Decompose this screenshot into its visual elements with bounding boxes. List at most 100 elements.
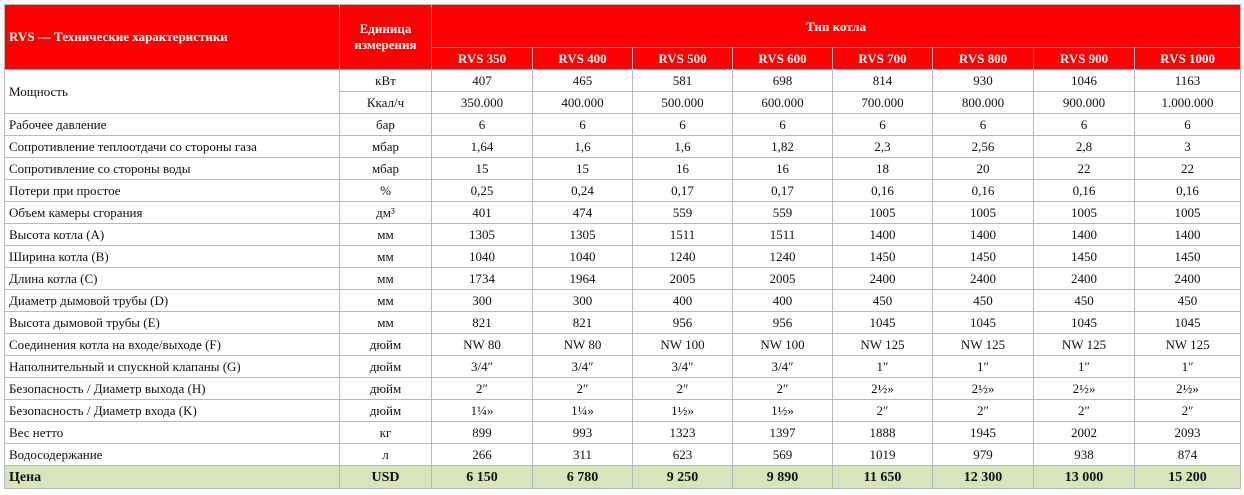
table-title: RVS — Технические характеристики bbox=[4, 4, 340, 70]
value-cell: 6 bbox=[532, 113, 633, 136]
price-cell: 9 250 bbox=[632, 465, 733, 489]
table-row: Вес нетто кг 899 993 1323 1397 1888 1945 2002 209… bbox=[4, 421, 1242, 444]
table-row: Высота дымовой трубы (E) мм 821 821 956 956 10… bbox=[4, 311, 1242, 334]
value-cell: 0,16 bbox=[832, 179, 933, 202]
table-row: Потери при простое% 0,25 0,24 0,17 0,17 0,16 0… bbox=[4, 179, 1242, 202]
value-cell: 1,6 bbox=[632, 135, 733, 158]
value-cell: 1040 bbox=[431, 245, 533, 268]
value-cell: 2,8 bbox=[1033, 135, 1135, 158]
value-cell: 993 bbox=[532, 421, 633, 444]
value-cell: 400 bbox=[732, 289, 833, 312]
value-cell: 899 bbox=[431, 421, 533, 444]
model-header: RVS 400 bbox=[532, 47, 633, 70]
value-cell: 400 bbox=[632, 289, 733, 312]
param-label: Рабочее давление bbox=[4, 113, 340, 136]
param-label: Ширина котла (B) bbox=[4, 245, 340, 268]
spec-table: RVS — Технические характеристики Единица… bbox=[4, 4, 1242, 489]
unit-cell: бар bbox=[339, 113, 432, 136]
value-cell: 956 bbox=[632, 311, 733, 334]
model-header: RVS 1000 bbox=[1133, 47, 1242, 70]
unit-cell: мм bbox=[339, 289, 432, 312]
param-label: Безопасность / Диаметр выхода (H) bbox=[4, 377, 340, 400]
model-header-row: RVS 350 RVS 400 RVS 500 RVS 600 RVS 700 … bbox=[5, 47, 1242, 70]
unit-cell: дм³ bbox=[339, 201, 432, 224]
value-cell: 821 bbox=[532, 311, 633, 334]
value-cell: 2½» bbox=[1033, 377, 1135, 400]
value-cell: 311 bbox=[532, 443, 633, 466]
value-cell: 2½» bbox=[1133, 377, 1242, 400]
value-cell: 6 bbox=[732, 113, 833, 136]
value-cell: 1964 bbox=[532, 267, 633, 290]
value-cell: 1511 bbox=[732, 223, 833, 246]
unit-cell: мм bbox=[339, 267, 432, 290]
param-label: Мощность bbox=[4, 69, 340, 114]
value-cell: 569 bbox=[732, 443, 833, 466]
value-cell: 3/4″ bbox=[632, 355, 733, 378]
table-row: Длина котла (C) мм 1734 1964 2005 2005 2400 240… bbox=[4, 267, 1242, 290]
value-cell: 1005 bbox=[1033, 201, 1135, 224]
value-cell: 1″ bbox=[1133, 355, 1242, 378]
table-row: Ширина котла (B) мм 1040 1040 1240 1240 1450 14… bbox=[4, 245, 1242, 268]
value-cell: 2400 bbox=[1133, 267, 1242, 290]
value-cell: 1450 bbox=[1133, 245, 1242, 268]
unit-cell: кВт bbox=[339, 69, 432, 92]
value-cell: 1400 bbox=[1133, 223, 1242, 246]
value-cell: 450 bbox=[832, 289, 933, 312]
value-cell: 1005 bbox=[832, 201, 933, 224]
value-cell: 1400 bbox=[932, 223, 1034, 246]
value-cell: 2,3 bbox=[832, 135, 933, 158]
model-header: RVS 700 bbox=[832, 47, 933, 70]
value-cell: 400.000 bbox=[532, 91, 633, 114]
value-cell: 2005 bbox=[732, 267, 833, 290]
value-cell: 1045 bbox=[1033, 311, 1135, 334]
param-label: Наполнительный и спускной клапаны (G) bbox=[4, 355, 340, 378]
value-cell: 15 bbox=[431, 157, 533, 180]
value-cell: 20 bbox=[932, 157, 1034, 180]
table-row: Диаметр дымовой трубы (D) мм 300 300 400 400 4… bbox=[4, 289, 1242, 312]
value-cell: 874 bbox=[1133, 443, 1242, 466]
value-cell: NW 80 bbox=[431, 333, 533, 356]
value-cell: 15 bbox=[532, 157, 633, 180]
value-cell: 1450 bbox=[832, 245, 933, 268]
table-row: Водосодержание л 266 311 623 569 1019 979 938 874 bbox=[4, 443, 1242, 466]
value-cell: 0,17 bbox=[632, 179, 733, 202]
param-label: Диаметр дымовой трубы (D) bbox=[4, 289, 340, 312]
param-label: Высота котла (A) bbox=[4, 223, 340, 246]
unit-cell: мбар bbox=[339, 157, 432, 180]
table-row: Соединения котла на входе/выходе (F) дюйм… bbox=[4, 333, 1242, 356]
value-cell: 1888 bbox=[832, 421, 933, 444]
value-cell: 1.000.000 bbox=[1133, 91, 1242, 114]
value-cell: 930 bbox=[932, 69, 1034, 92]
value-cell: 6 bbox=[632, 113, 733, 136]
value-cell: 6 bbox=[1033, 113, 1135, 136]
value-cell: NW 125 bbox=[1033, 333, 1135, 356]
param-label: Сопротивление теплоотдачи со стороны газ… bbox=[4, 135, 340, 158]
value-cell: 2″ bbox=[1033, 399, 1135, 422]
unit-cell: % bbox=[339, 179, 432, 202]
value-cell: 0,17 bbox=[732, 179, 833, 202]
value-cell: 1305 bbox=[532, 223, 633, 246]
value-cell: 2″ bbox=[732, 377, 833, 400]
value-cell: 1,6 bbox=[532, 135, 633, 158]
value-cell: 979 bbox=[932, 443, 1034, 466]
value-cell: 1323 bbox=[632, 421, 733, 444]
value-cell: 1,64 bbox=[431, 135, 533, 158]
value-cell: NW 125 bbox=[932, 333, 1034, 356]
param-label: Высота дымовой трубы (E) bbox=[4, 311, 340, 334]
value-cell: 3/4″ bbox=[532, 355, 633, 378]
price-cell: 13 000 bbox=[1033, 465, 1135, 489]
value-cell: 2″ bbox=[1133, 399, 1242, 422]
value-cell: NW 125 bbox=[832, 333, 933, 356]
value-cell: 1″ bbox=[1033, 355, 1135, 378]
value-cell: 1¼» bbox=[431, 399, 533, 422]
param-label: Безопасность / Диаметр входа (K) bbox=[4, 399, 340, 422]
value-cell: 559 bbox=[632, 201, 733, 224]
unit-cell: дюйм bbox=[339, 377, 432, 400]
table-row: Безопасность / Диаметр выхода (H) дюйм 2″ 2… bbox=[4, 377, 1242, 400]
value-cell: NW 80 bbox=[532, 333, 633, 356]
value-cell: 0,25 bbox=[431, 179, 533, 202]
value-cell: 2½» bbox=[832, 377, 933, 400]
value-cell: NW 100 bbox=[732, 333, 833, 356]
value-cell: 1163 bbox=[1133, 69, 1242, 92]
